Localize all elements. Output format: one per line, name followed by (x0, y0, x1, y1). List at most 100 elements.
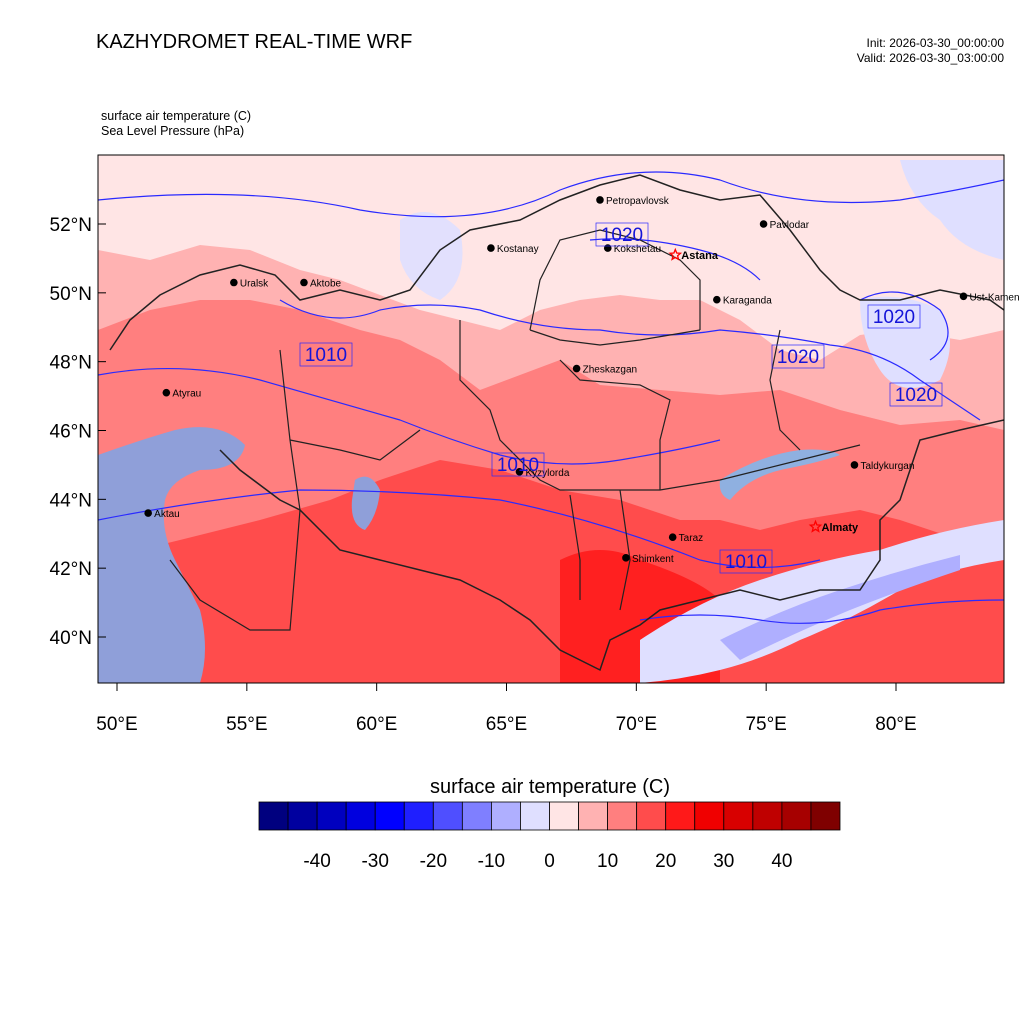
colorbar-tick-label: 40 (771, 851, 792, 872)
isobar-label-box (867, 304, 921, 329)
region-border (169, 509, 301, 631)
lon-tick-label: 75°E (745, 714, 786, 735)
colorbar-swatch (549, 801, 579, 831)
colorbar-swatch (287, 801, 318, 831)
city-dot-marker (850, 461, 859, 469)
variable-descriptions: surface air temperature (C) Sea Level Pr… (101, 109, 251, 139)
city-dot-marker (144, 509, 152, 517)
colorbar-title: surface air temperature (C) (430, 776, 670, 798)
colorbar-swatch (432, 801, 463, 831)
colorbar-swatch (636, 801, 667, 831)
isobar-label-box (491, 452, 545, 477)
isobar-line (98, 171, 1004, 218)
city-label: Uralsk (240, 279, 269, 290)
valid-time: Valid: 2026-03-30_03:00:00 (856, 51, 1004, 65)
temp-band-mountain-cold (720, 555, 960, 660)
lat-tick-label: 46°N (50, 422, 92, 443)
colorbar-swatch (345, 801, 376, 831)
city-label: Astana (681, 250, 719, 262)
isobar-label: 1020 (601, 225, 643, 246)
region-border (619, 489, 631, 611)
city-label: Zheskazgan (583, 365, 637, 376)
lat-tick-label: 50°N (50, 284, 92, 305)
lat-tick-label: 52°N (50, 215, 92, 236)
lat-tick-label: 44°N (50, 490, 92, 511)
colorbar-swatch (461, 801, 492, 831)
colorbar-swatch (723, 801, 754, 831)
city-label: Kostanay (497, 244, 539, 255)
colorbar-tick-label: 30 (713, 851, 734, 872)
region-border (569, 494, 581, 600)
city-label: Taldykurgan (860, 461, 914, 472)
isobar-line (279, 299, 981, 421)
colorbar-swatch (781, 801, 812, 831)
isobar-label: 1020 (895, 385, 937, 406)
colorbar-tick-label: -20 (420, 851, 447, 872)
city-label: Pavlodar (770, 220, 810, 231)
lon-tick-label: 65°E (486, 714, 527, 735)
city-label: Petropavlovsk (606, 196, 670, 207)
city-dot-marker (622, 554, 630, 562)
region-border (529, 229, 701, 346)
isobar-line (98, 368, 721, 465)
colorbar-swatch (752, 801, 783, 831)
region-border (559, 359, 671, 490)
isobar-label-box (889, 382, 943, 407)
city-dot-marker (959, 292, 968, 301)
lon-tick-label: 60°E (356, 714, 397, 735)
city-label: Aktau (154, 509, 180, 520)
city-label: Atyrau (172, 389, 201, 400)
city-label: Ust-Kamen (970, 292, 1020, 303)
longitude-axis: 50°E 55°E 60°E 65°E 70°E 75°E 80°E (96, 683, 917, 735)
isobar-label-box (719, 549, 773, 574)
temp-band-cool-2 (900, 160, 1004, 260)
map-frame (97, 154, 1005, 684)
isobar-label: 1010 (725, 552, 767, 573)
isobar-label: 1010 (497, 455, 539, 476)
region-border (279, 349, 421, 511)
colorbar-tick-label: -10 (478, 851, 505, 872)
colorbar-tick-label: 20 (655, 851, 676, 872)
capital-star-marker (668, 247, 683, 261)
kazakhstan-north-border (109, 174, 1004, 351)
colorbar: surface air temperature (C) -40 -30 -20 -10… (258, 776, 841, 872)
city-dot-marker (596, 196, 604, 204)
run-metadata: Init: 2026-03-30_00:00:00 Valid: 2026-03… (857, 36, 1004, 66)
isobar-label: 1020 (873, 307, 915, 328)
city-dot-marker (487, 244, 495, 252)
map-title: KAZHYDROMET REAL-TIME WRF (96, 31, 413, 53)
isobars (98, 171, 1004, 624)
colorbar-tick-label: 10 (597, 851, 618, 872)
lon-tick-label: 55°E (226, 714, 267, 735)
borders (109, 174, 1004, 672)
city-label: Shimkent (632, 554, 674, 565)
lon-tick-label: 70°E (616, 714, 657, 735)
lon-tick-label: 50°E (96, 714, 137, 735)
city-dot-marker (230, 278, 238, 287)
isobar-label: 1010 (305, 345, 347, 366)
city-label: Almaty (822, 522, 860, 534)
lat-tick-label: 48°N (50, 353, 92, 374)
lon-tick-label: 80°E (875, 714, 916, 735)
region-border (459, 320, 861, 491)
isobar-label-box (299, 342, 353, 367)
capital-star-marker (808, 519, 823, 533)
caspian-sea (98, 427, 245, 683)
colorbar-swatch (607, 801, 638, 831)
temp-band-south-east (860, 575, 1004, 683)
city-dot-marker (713, 295, 721, 304)
aral-sea (351, 476, 380, 530)
colorbar-swatch (490, 801, 521, 831)
city-dot-marker (162, 388, 171, 397)
city-label: Aktobe (310, 279, 342, 290)
lat-tick-label: 42°N (50, 559, 92, 580)
temp-band-cool-3 (860, 296, 950, 388)
colorbar-swatch (520, 801, 550, 831)
temperature-field (98, 155, 1004, 683)
isobar-line (98, 489, 821, 569)
city-label: Taraz (679, 533, 703, 544)
colorbar-swatch (810, 801, 841, 831)
colorbar-tick-label: -30 (361, 851, 388, 872)
isobar-label: 1020 (777, 347, 819, 368)
city-markers: Petropavlovsk Kostanay Kokshetau Pavlodar Ur… (144, 196, 1020, 565)
